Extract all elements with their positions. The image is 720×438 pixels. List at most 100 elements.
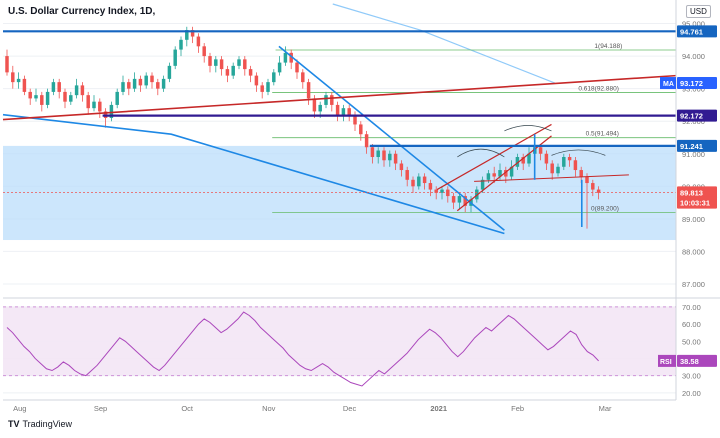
candle-body: [399, 163, 404, 171]
price-tick-label: 94.000: [682, 52, 705, 61]
candle-body: [80, 85, 85, 96]
candle-body: [324, 95, 328, 105]
candle-body: [173, 49, 177, 66]
candle-body: [196, 36, 201, 47]
rsi-value-badge-bg: [677, 354, 717, 367]
candle-body: [260, 85, 264, 92]
candle-body: [579, 170, 583, 177]
candle-body: [446, 189, 450, 197]
candle-body: [504, 170, 508, 177]
candle-body: [295, 62, 299, 73]
candle-body: [486, 173, 491, 180]
moving-average-badge: 93.172: [680, 79, 703, 88]
candle-body: [248, 69, 253, 76]
candle-body: [567, 157, 572, 161]
candle-body: [16, 78, 21, 83]
candle-body: [45, 91, 50, 105]
candle-body: [370, 147, 375, 158]
pattern-arc: [457, 148, 505, 158]
candle-body: [289, 52, 293, 63]
rsi-tick-label: 20.00: [682, 389, 701, 398]
candle-body: [457, 196, 462, 203]
descending-trend-line: [278, 45, 505, 231]
candle-body: [562, 157, 566, 167]
current-price-badge: 10:03:31: [680, 199, 710, 208]
candle-body: [156, 82, 160, 89]
price-level-badge: 94.761: [680, 27, 703, 36]
time-tick-label: Sep: [94, 404, 107, 413]
candle-body: [254, 75, 259, 86]
candle-body: [312, 98, 317, 112]
candle-body: [347, 108, 351, 115]
candle-body: [5, 56, 9, 73]
candle-body: [573, 160, 578, 171]
candle-body: [185, 30, 189, 40]
candle-body: [214, 59, 218, 66]
time-tick-label: Aug: [13, 404, 26, 413]
tradingview-logo: TV TradingView: [8, 419, 73, 429]
candle-body: [376, 150, 380, 158]
candle-body: [422, 176, 427, 184]
price-tick-label: 92.000: [682, 117, 705, 126]
candle-body: [266, 82, 270, 92]
candle-body: [550, 163, 554, 174]
channel-upper-line: [436, 123, 552, 191]
price-tick-label: 91.000: [682, 150, 705, 159]
candle-body: [306, 82, 311, 99]
candle-body: [92, 101, 96, 109]
candle-body: [393, 153, 398, 164]
tradingview-logo-icon: TV: [8, 419, 20, 429]
candle-body: [57, 82, 61, 92]
candle-body: [144, 75, 148, 86]
candle-body: [115, 91, 119, 105]
candle-body: [515, 157, 520, 167]
price-tick-label: 87.000: [682, 280, 705, 289]
rsi-name: RSI: [660, 359, 672, 366]
rsi-tick-label: 70.00: [682, 303, 701, 312]
time-tick-label: Mar: [599, 404, 612, 413]
candle-body: [428, 183, 433, 190]
candle-body: [237, 59, 241, 66]
moving-average-line: [332, 3, 556, 84]
candle-body: [411, 179, 415, 187]
candle-body: [150, 75, 154, 83]
candle-body: [527, 153, 531, 164]
candle-body: [243, 59, 247, 70]
time-tick-label: 2021: [430, 404, 447, 413]
candle-body: [451, 196, 456, 203]
candle-body: [353, 114, 357, 125]
candle-body: [86, 95, 90, 109]
candle-body: [40, 95, 44, 105]
candle-body: [556, 166, 560, 174]
candle-body: [161, 78, 166, 89]
moving-average-name: MA: [663, 81, 674, 88]
current-price-badge-bg: [677, 196, 717, 209]
candle-body: [318, 104, 322, 112]
current-price-badge: 89.813: [680, 188, 703, 197]
candle-body: [388, 153, 392, 161]
pattern-arc: [504, 125, 552, 132]
channel-lower-line: [456, 135, 552, 212]
time-tick-label: Oct: [181, 404, 194, 413]
candle-body: [492, 173, 496, 177]
candle-body: [283, 52, 288, 63]
candle-body: [272, 72, 276, 83]
price-level-badge: 91.241: [680, 142, 703, 151]
moving-average-name-bg: [660, 77, 676, 90]
chart-title: U.S. Dollar Currency Index, 1D,: [8, 6, 156, 17]
candle-body: [109, 104, 114, 118]
neckline: [474, 174, 629, 182]
candle-body: [69, 95, 73, 102]
candle-body: [335, 104, 340, 115]
currency-button[interactable]: USD: [686, 5, 711, 18]
rsi-band: [3, 306, 676, 376]
candle-body: [301, 72, 305, 83]
candle-body: [74, 85, 79, 96]
candle-body: [330, 95, 334, 105]
candle-body: [364, 134, 369, 148]
candle-body: [202, 46, 206, 57]
candle-body: [34, 95, 38, 99]
rsi-line: [6, 311, 599, 387]
